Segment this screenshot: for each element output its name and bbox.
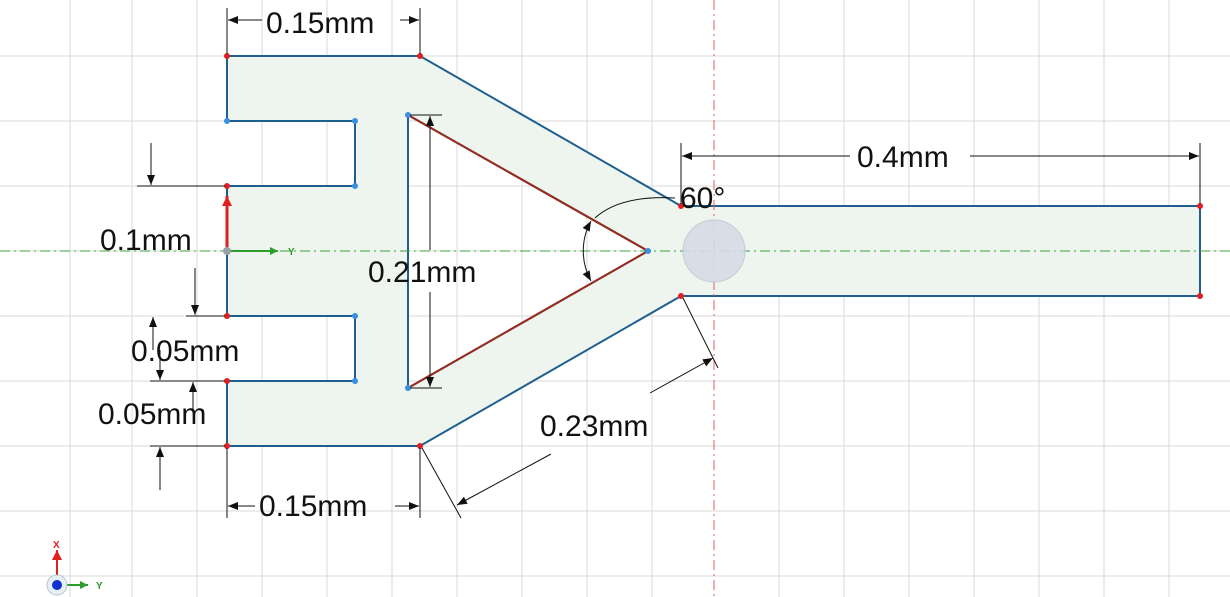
dim-gap-height-label[interactable]: 0.1mm bbox=[100, 224, 192, 257]
vertex-blue bbox=[352, 183, 358, 189]
vertex-blue bbox=[352, 378, 358, 384]
vertex-red bbox=[417, 443, 423, 449]
vertex-red bbox=[678, 203, 684, 209]
vertex-red bbox=[224, 183, 230, 189]
dim-bottom-width-label[interactable]: 0.15mm bbox=[259, 490, 367, 523]
vertex-red bbox=[224, 443, 230, 449]
dim-diag-arrow-bottom bbox=[456, 453, 552, 506]
origin-highlight-circle[interactable] bbox=[682, 219, 746, 283]
dim-triangle-height-label[interactable]: 0.21mm bbox=[368, 256, 476, 289]
dim-apex-angle-label[interactable]: 60° bbox=[680, 182, 725, 215]
view-triad[interactable]: X Y bbox=[46, 540, 103, 596]
vertex-red bbox=[1197, 203, 1203, 209]
dim-diagonal-length-label[interactable]: 0.23mm bbox=[540, 410, 648, 443]
dim-angle-leader bbox=[594, 197, 676, 219]
dim-top-width-label[interactable]: 0.15mm bbox=[266, 7, 374, 40]
dim-angle-arc bbox=[582, 220, 592, 282]
vertex-red bbox=[1197, 293, 1203, 299]
dim-diag-ext-bottom bbox=[421, 447, 462, 519]
vertex-blue bbox=[224, 118, 230, 124]
vertex-blue bbox=[405, 385, 411, 391]
triad-origin-dot bbox=[52, 580, 62, 590]
dim-slot2-height-label[interactable]: 0.05mm bbox=[98, 398, 206, 431]
sketch-origin-point bbox=[223, 247, 231, 255]
vertex-red bbox=[417, 53, 423, 59]
vertex-blue bbox=[405, 112, 411, 118]
dim-slot1-height-label[interactable]: 0.05mm bbox=[131, 335, 239, 368]
vertex-blue bbox=[352, 118, 358, 124]
triad-x-label: X bbox=[53, 540, 60, 551]
sketch-y-axis-label: Y bbox=[288, 247, 295, 258]
dim-diag-ext-top bbox=[682, 297, 719, 369]
vertex-red bbox=[224, 378, 230, 384]
vertex-blue bbox=[645, 248, 651, 254]
dim-shaft-length-label[interactable]: 0.4mm bbox=[857, 141, 949, 174]
vertex-markers[interactable] bbox=[224, 53, 1203, 449]
vertex-blue bbox=[352, 313, 358, 319]
vertex-red bbox=[678, 293, 684, 299]
triad-y-label: Y bbox=[96, 581, 103, 592]
vertex-red bbox=[224, 53, 230, 59]
dim-diag-arrow-top bbox=[649, 357, 714, 394]
vertex-red bbox=[224, 313, 230, 319]
